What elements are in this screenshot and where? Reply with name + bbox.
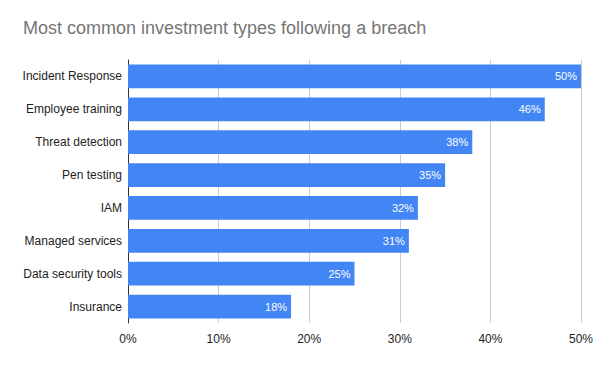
svg-text:Pen testing: Pen testing: [62, 168, 122, 182]
svg-text:20%: 20%: [297, 332, 321, 346]
svg-text:IAM: IAM: [101, 201, 122, 215]
svg-text:Data security tools: Data security tools: [23, 267, 122, 281]
svg-text:35%: 35%: [419, 169, 441, 181]
svg-text:31%: 31%: [383, 235, 405, 247]
svg-text:10%: 10%: [207, 332, 231, 346]
svg-text:46%: 46%: [519, 103, 541, 115]
svg-text:Most common investment types f: Most common investment types following a…: [23, 18, 426, 38]
svg-text:Insurance: Insurance: [69, 300, 122, 314]
svg-text:Threat detection: Threat detection: [35, 135, 122, 149]
svg-text:0%: 0%: [119, 332, 137, 346]
svg-text:50%: 50%: [569, 332, 593, 346]
svg-text:25%: 25%: [328, 268, 350, 280]
svg-text:Employee training: Employee training: [26, 102, 122, 116]
svg-text:32%: 32%: [392, 202, 414, 214]
svg-text:50%: 50%: [555, 70, 577, 82]
svg-text:40%: 40%: [478, 332, 502, 346]
svg-text:30%: 30%: [388, 332, 412, 346]
svg-text:18%: 18%: [265, 301, 287, 313]
svg-text:Managed services: Managed services: [25, 234, 122, 248]
svg-text:38%: 38%: [446, 136, 468, 148]
svg-text:Incident Response: Incident Response: [23, 69, 123, 83]
